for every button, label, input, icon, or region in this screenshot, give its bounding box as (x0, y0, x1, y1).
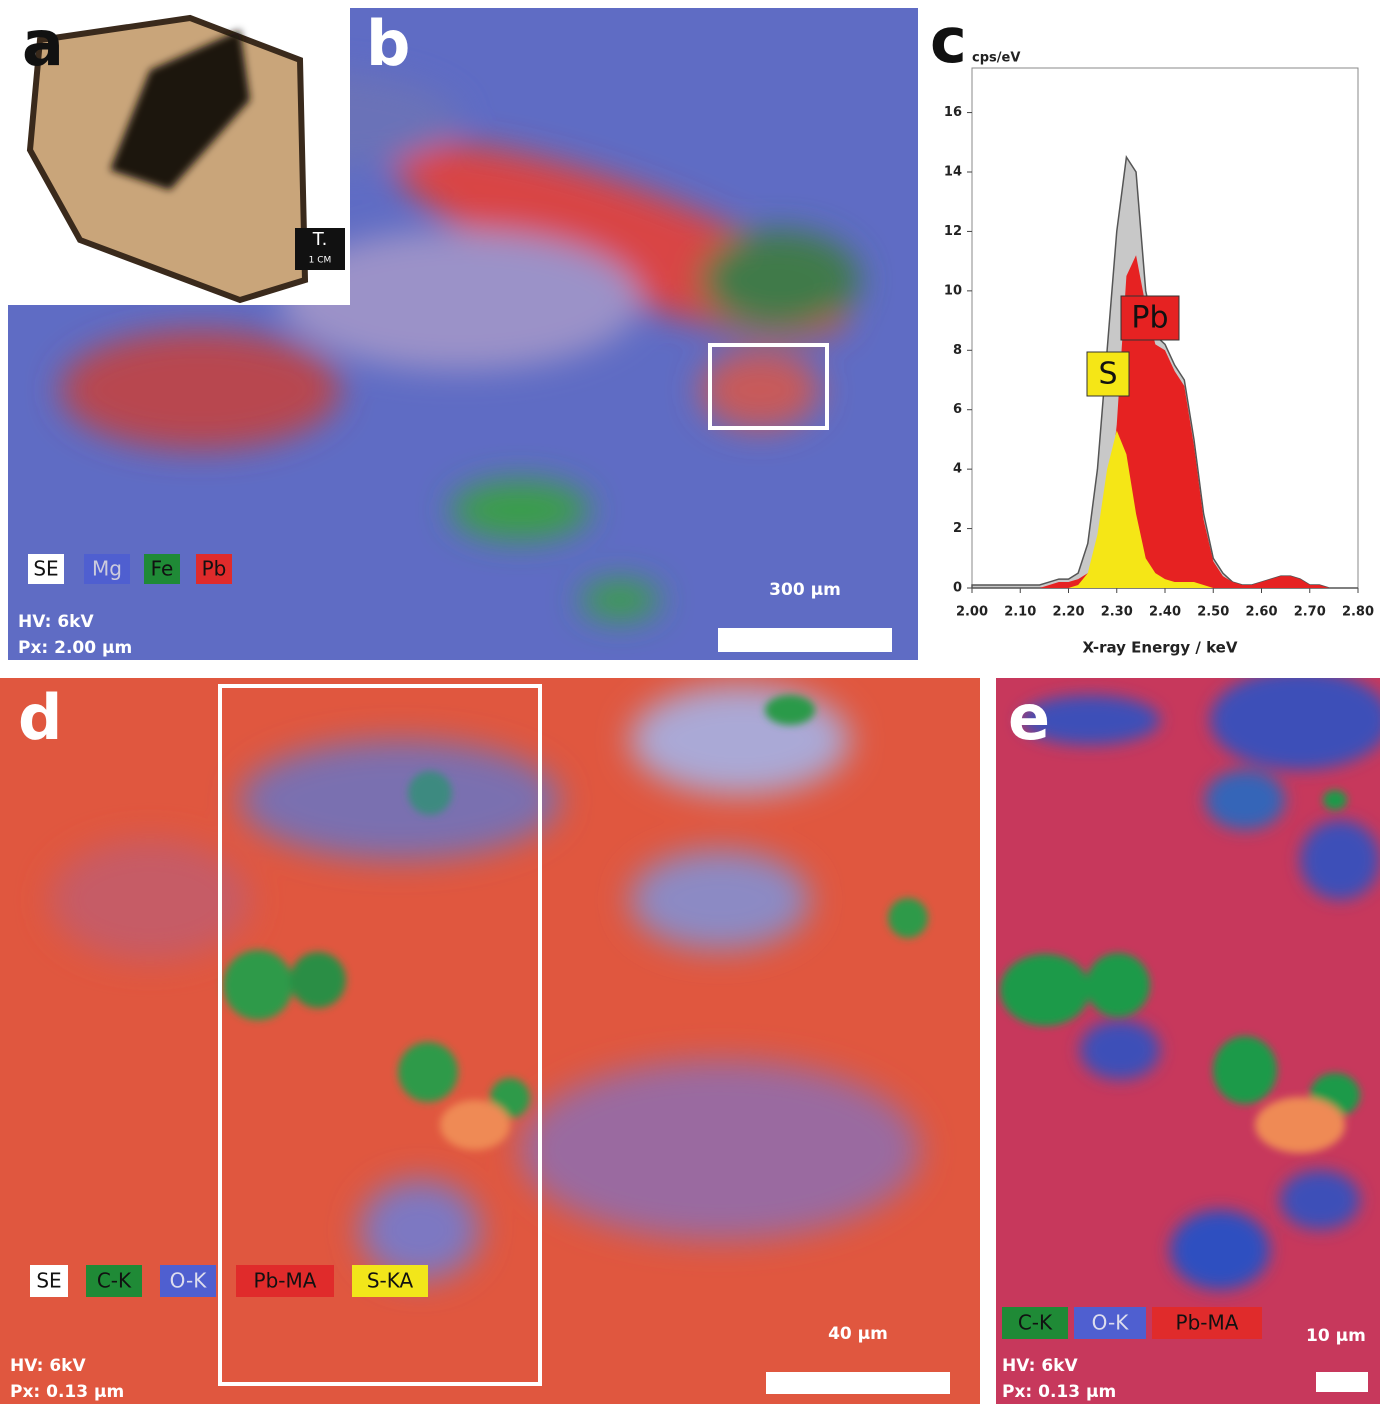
px-label: Px: 0.13 µm (10, 1382, 124, 1402)
px-label: Px: 0.13 µm (1002, 1382, 1116, 1402)
figure: T. 1 CM a b SE Mg Fe Pb HV: 6kV Px: 2.00… (0, 0, 1380, 1404)
panel-letter: c (930, 4, 967, 77)
y-tick-label: 10 (944, 283, 962, 298)
y-axis-label: cps/eV (972, 51, 1020, 66)
x-tick-label: 2.70 (1294, 605, 1326, 620)
x-tick-label: 2.20 (1052, 605, 1084, 620)
x-axis-label: X-ray Energy / keV (1083, 639, 1238, 657)
x-tick-label: 2.40 (1149, 605, 1181, 620)
legend-label: Mg (92, 557, 122, 581)
annotation: Pb (1131, 301, 1168, 336)
y-tick-label: 14 (944, 165, 962, 180)
y-tick-label: 2 (953, 521, 962, 536)
x-tick-label: 2.00 (956, 605, 988, 620)
y-tick-label: 16 (944, 105, 962, 120)
y-tick-label: 0 (953, 581, 962, 596)
px-label: Px: 2.00 µm (18, 638, 132, 658)
scale-label: 40 µm (828, 1324, 888, 1344)
scale-cube-mark: T. (312, 229, 328, 250)
y-tick-label: 4 (953, 462, 962, 477)
x-tick-label: 2.60 (1245, 605, 1277, 620)
legend-label: Pb-MA (254, 1269, 317, 1293)
spectrum-chart: c cps/eV X-ray Energy / keV 0 2 4 6 8 10 12 14 1… (930, 4, 1374, 656)
y-tick-label: 12 (944, 224, 962, 239)
legend-label: Pb-MA (1176, 1311, 1239, 1335)
x-tick-label: 2.50 (1197, 605, 1229, 620)
x-tick-label: 2.10 (1004, 605, 1036, 620)
panel-letter: b (366, 7, 410, 80)
annotation: S (1098, 357, 1117, 392)
panel-letter: d (18, 681, 62, 754)
scale-label: 300 µm (769, 580, 841, 600)
legend-label: Fe (151, 557, 174, 581)
y-tick-label: 8 (953, 343, 962, 358)
legend-label: SE (36, 1269, 61, 1293)
legend-label: Pb (202, 557, 227, 581)
x-tick-label: 2.80 (1342, 605, 1374, 620)
x-tick-label: 2.30 (1101, 605, 1133, 620)
panel-letter: e (1008, 681, 1050, 754)
legend-label: SE (33, 557, 58, 581)
panel-letter: a (22, 7, 64, 80)
panel-e-image (996, 670, 1380, 1404)
scale-cube-label: 1 CM (309, 256, 332, 266)
hv-label: HV: 6kV (10, 1356, 86, 1376)
legend-label: S-KA (367, 1269, 414, 1293)
legend-label: C-K (97, 1269, 132, 1293)
scale-label: 10 µm (1306, 1326, 1366, 1346)
hv-label: HV: 6kV (1002, 1356, 1078, 1376)
panel-a: T. 1 CM a (8, 7, 350, 305)
legend-label: C-K (1018, 1311, 1053, 1335)
panel-d-image (0, 678, 980, 1404)
y-tick-label: 6 (953, 402, 962, 417)
hv-label: HV: 6kV (18, 612, 94, 632)
legend-label: O-K (1092, 1311, 1130, 1335)
legend-label: O-K (170, 1269, 208, 1293)
